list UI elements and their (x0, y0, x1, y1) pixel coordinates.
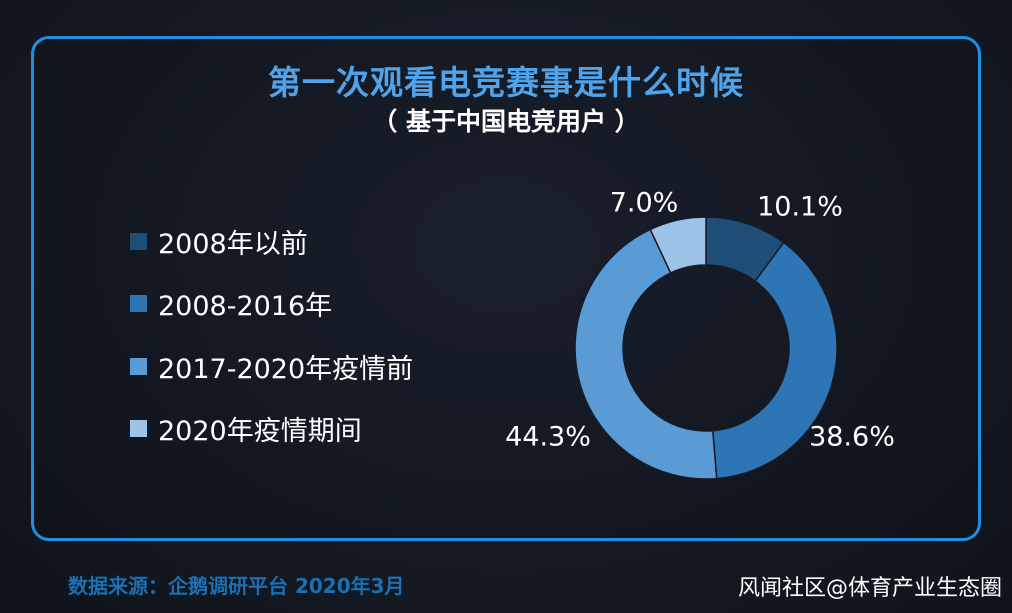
legend-label: 2008-2016年 (158, 291, 333, 322)
legend-label: 2008年以前 (158, 228, 308, 260)
chart-title: 第一次观看电竞赛事是什么时候 (268, 63, 744, 102)
legend: 2008年以前 2008-2016年 2017-2020年疫情前 2020年疫情… (130, 222, 413, 472)
legend-item: 2008年以前 (130, 222, 413, 260)
legend-item: 2008-2016年 (130, 285, 413, 323)
data-label: 7.0% (610, 188, 679, 219)
legend-swatch (130, 232, 147, 250)
watermark: 风闻社区@体育产业生态圈 (737, 576, 1002, 601)
donut-slice (649, 216, 707, 274)
legend-swatch (130, 420, 147, 437)
legend-swatch (130, 295, 147, 312)
legend-item: 2020年疫情期间 (130, 410, 413, 448)
data-label: 38.6% (809, 422, 895, 453)
data-label: 10.1% (757, 192, 843, 223)
data-source: 数据来源：企鹅调研平台 2020年3月 (68, 574, 405, 598)
legend-label: 2020年疫情期间 (158, 416, 362, 447)
chart-subtitle: （ 基于中国电竞用户 ） (372, 107, 640, 136)
donut-slice (711, 241, 838, 480)
legend-swatch (130, 357, 147, 375)
data-label: 44.3% (505, 422, 591, 453)
donut-slice (574, 228, 718, 480)
legend-item: 2017-2020年疫情前 (130, 347, 413, 385)
legend-label: 2017-2020年疫情前 (158, 353, 414, 385)
